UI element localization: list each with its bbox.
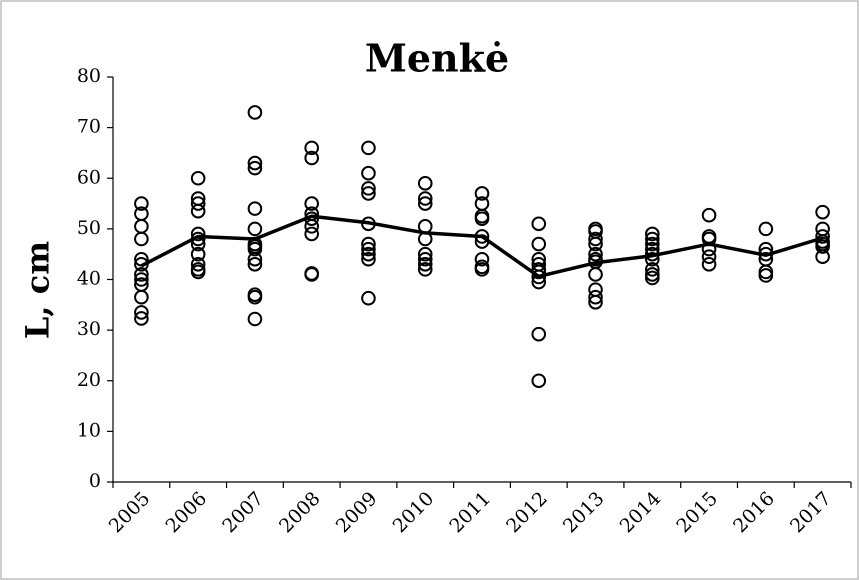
observation-point	[474, 251, 490, 267]
observation-point	[247, 257, 263, 272]
observation-point	[304, 196, 319, 211]
observation-point	[361, 251, 376, 267]
observation-point	[417, 246, 433, 262]
observation-point	[247, 241, 263, 257]
observation-point	[247, 155, 263, 171]
observation-point	[417, 176, 433, 191]
y-tick-label: 60	[77, 166, 101, 188]
observation-point	[474, 262, 490, 277]
observation-point	[588, 289, 603, 305]
observation-point	[588, 246, 603, 262]
observation-point	[531, 326, 547, 342]
observation-point	[417, 257, 433, 272]
observation-point	[758, 221, 774, 237]
observation-point	[134, 267, 149, 282]
observation-point	[361, 165, 376, 181]
observation-point	[417, 262, 433, 277]
observation-point	[531, 269, 547, 285]
observation-point	[588, 267, 603, 282]
observation-point	[247, 160, 263, 176]
observation-point	[361, 241, 376, 257]
observation-point	[134, 196, 149, 211]
observation-point	[815, 229, 830, 244]
observation-point	[588, 231, 603, 247]
y-axis-label: L, cm	[19, 241, 57, 339]
observation-point	[588, 294, 603, 310]
observation-point	[417, 251, 433, 267]
observation-point	[304, 226, 319, 242]
observation-point	[417, 196, 433, 211]
chart-title: Menkė	[365, 36, 509, 81]
observation-point	[361, 290, 376, 306]
observation-point	[190, 226, 206, 242]
observation-point	[190, 246, 206, 262]
observation-point	[531, 373, 547, 389]
observation-point	[531, 236, 547, 252]
y-tick-label: 80	[77, 65, 101, 87]
observation-point	[701, 249, 717, 265]
observation-point	[361, 246, 376, 262]
observation-point	[645, 270, 660, 286]
observation-point	[304, 219, 319, 234]
observation-point	[645, 226, 660, 242]
observation-point	[304, 150, 319, 166]
observation-point	[247, 201, 263, 216]
observation-point	[701, 257, 717, 272]
y-tick-label: 30	[77, 318, 101, 340]
y-tick-label: 0	[89, 470, 101, 492]
observation-point	[474, 186, 490, 201]
y-tick-label: 10	[77, 419, 101, 441]
mean-line	[140, 214, 824, 279]
y-tick-label: 20	[77, 369, 101, 391]
observation-point	[247, 221, 263, 237]
observation-point	[190, 170, 206, 186]
observation-point	[134, 305, 149, 320]
observation-point	[134, 311, 149, 326]
observation-point	[361, 181, 376, 196]
observation-point	[247, 251, 263, 267]
observation-point	[815, 239, 830, 254]
observation-point	[361, 140, 376, 156]
observation-point	[417, 191, 433, 206]
observation-point	[645, 231, 660, 247]
observation-point	[645, 236, 660, 252]
observation-point	[247, 289, 263, 305]
observation-point	[134, 272, 149, 287]
observation-point	[645, 262, 660, 277]
observation-point	[190, 196, 206, 211]
observation-point	[247, 105, 263, 120]
observation-point	[645, 251, 660, 267]
observation-point	[361, 236, 376, 252]
observation-point	[304, 266, 319, 281]
observation-point	[815, 249, 830, 265]
observation-point	[134, 231, 149, 247]
y-tick-label: 40	[77, 268, 101, 290]
observation-point	[758, 268, 774, 283]
observation-point	[701, 207, 717, 223]
observation-point	[531, 216, 547, 232]
y-tick-label: 70	[77, 116, 101, 138]
observation-point	[247, 311, 263, 327]
observation-point	[815, 204, 830, 220]
observation-point	[190, 203, 206, 219]
observation-point	[474, 211, 490, 227]
observation-point	[304, 140, 319, 156]
y-tick-label: 50	[77, 217, 101, 239]
observation-point	[190, 264, 206, 280]
observation-point	[588, 236, 603, 252]
observation-point	[134, 289, 149, 305]
observation-point	[361, 186, 376, 201]
observation-point	[190, 257, 206, 272]
